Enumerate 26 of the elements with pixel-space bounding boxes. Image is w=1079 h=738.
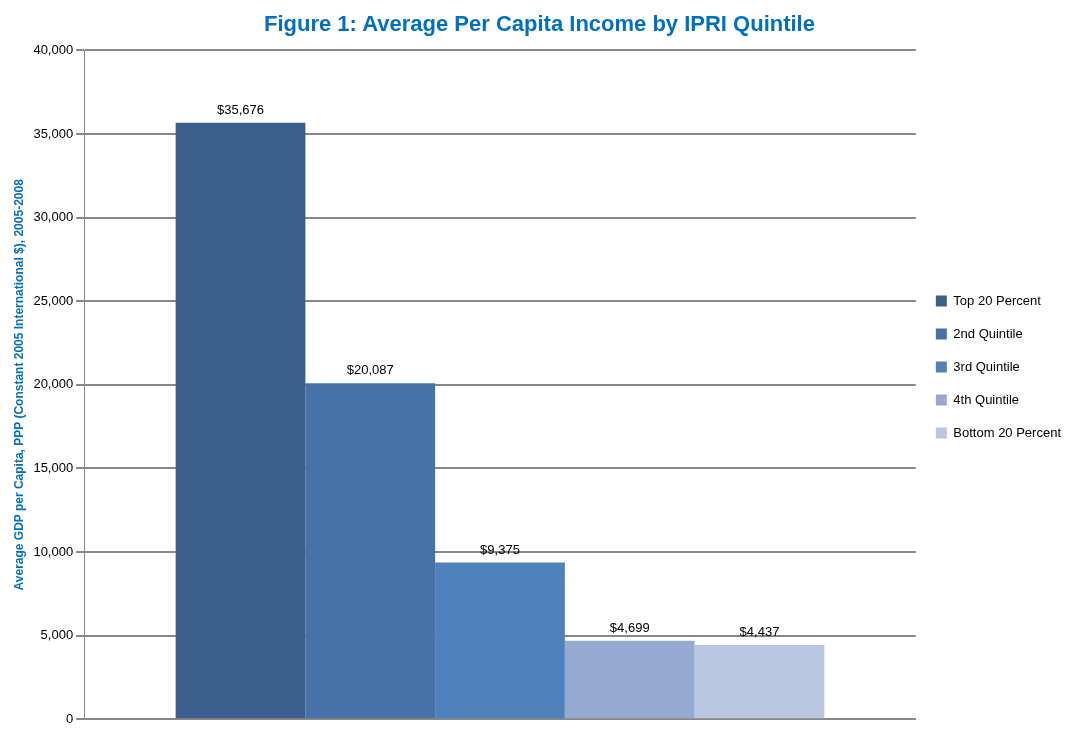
y-tick-label: 20,000	[33, 376, 74, 392]
data-label: $35,676	[217, 101, 265, 117]
bar	[305, 383, 436, 719]
y-tick-label: 5,000	[40, 627, 74, 643]
data-label: $4,699	[609, 619, 650, 635]
y-tick-label: 30,000	[33, 209, 74, 225]
legend-label: 2nd Quintile	[953, 325, 1023, 341]
y-tick-label: 15,000	[33, 459, 74, 475]
bar	[564, 640, 695, 719]
data-label: $20,087	[346, 362, 394, 378]
bar	[435, 562, 565, 719]
bar	[175, 122, 306, 719]
y-tick-label: 0	[65, 710, 74, 726]
y-tick-label: 35,000	[33, 125, 74, 141]
y-axis-title: Average GDP per Capita, PPP (Constant 2005 International $), 2005-2008	[11, 178, 26, 591]
data-label: $4,437	[739, 624, 780, 640]
legend-label: 4th Quintile	[953, 391, 1020, 407]
y-tick-label: 25,000	[33, 292, 74, 308]
chart-title: Figure 1: Average Per Capita Income by IPRI Quintile	[264, 11, 815, 37]
data-label: $9,375	[480, 541, 520, 557]
bar	[694, 645, 825, 719]
y-tick-label: 10,000	[33, 543, 74, 559]
legend-label: Top 20 Percent	[953, 292, 1042, 308]
y-tick-label: 40,000	[33, 41, 74, 57]
legend-label: 3rd Quintile	[953, 358, 1020, 374]
legend-label: Bottom 20 Percent	[953, 424, 1062, 440]
